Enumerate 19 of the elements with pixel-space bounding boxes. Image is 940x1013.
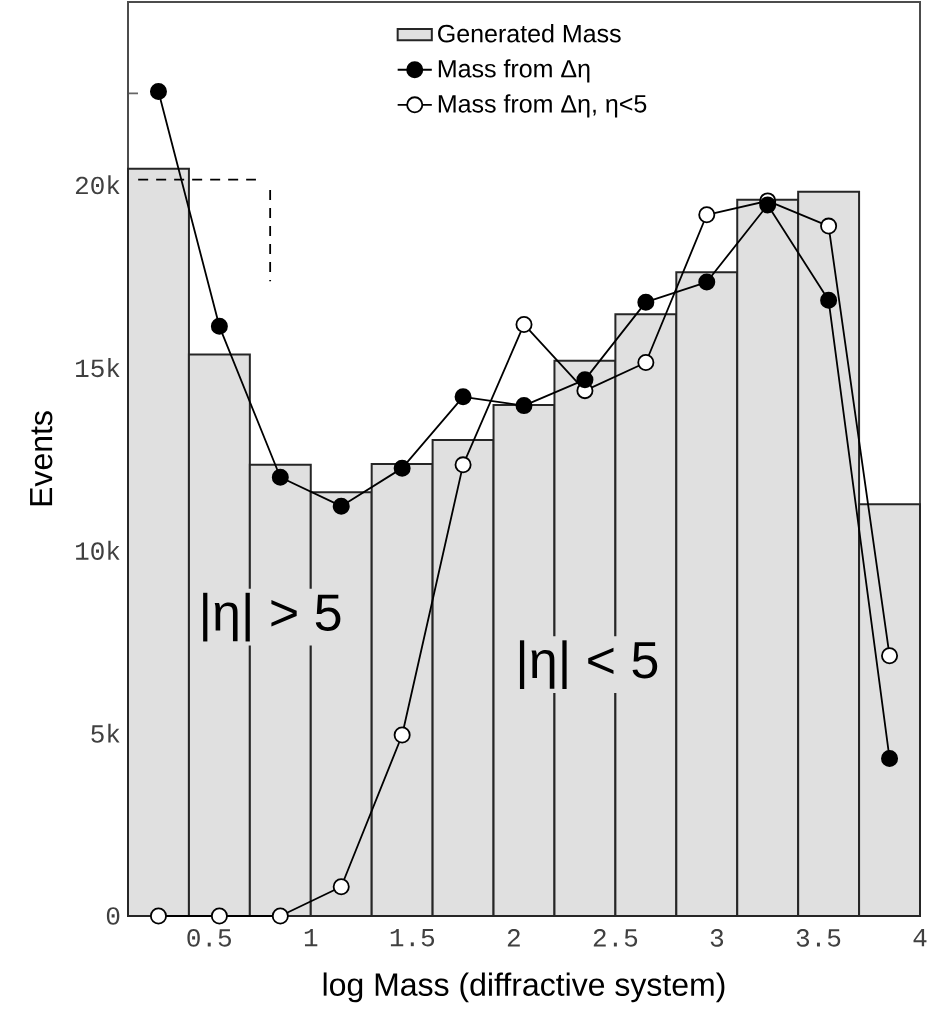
- point: [149, 83, 167, 101]
- x-axis-title: log Mass (diffractive system): [323, 972, 725, 1003]
- y-axis-title: Events: [30, 411, 53, 506]
- x-tick-label: 4: [913, 929, 927, 947]
- x-tick-label: 1.5: [390, 929, 435, 947]
- y-tick-label: 0: [106, 907, 120, 925]
- x-tick-label: 0.5: [187, 929, 231, 947]
- legend-label: Mass from Δη, η<5: [438, 94, 647, 118]
- legend-label: Mass from Δη: [438, 59, 590, 83]
- x-tick-label: 3.5: [796, 929, 841, 947]
- x-tick-label: 1: [304, 929, 318, 947]
- y-tick-label: 5k: [91, 723, 120, 743]
- x-tick-label: 2: [507, 929, 520, 947]
- x-tick-label: 2.5: [593, 929, 638, 947]
- y-tick-label: 10k: [76, 540, 120, 560]
- x-tick-label: 3: [710, 929, 724, 947]
- y-tick-label: 20k: [75, 175, 120, 195]
- legend-label: Generated Mass: [438, 24, 621, 43]
- y-tick-label: 15k: [76, 358, 120, 378]
